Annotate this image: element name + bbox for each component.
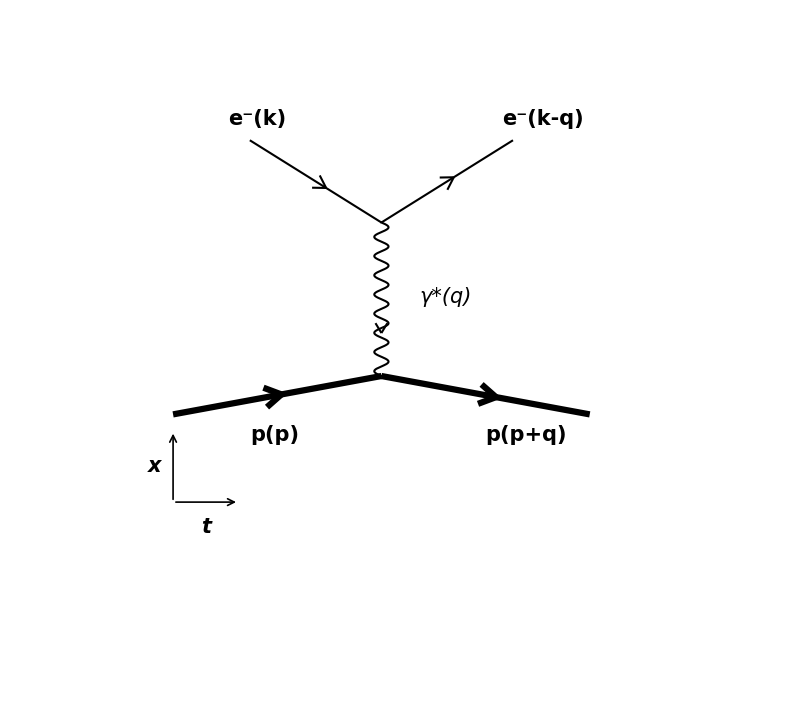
Text: p(p+q): p(p+q) [486,425,567,445]
Text: x: x [147,456,161,476]
Text: e⁻(k): e⁻(k) [228,110,286,130]
Text: p(p): p(p) [249,425,299,445]
Text: t: t [201,518,211,538]
Text: e⁻(k-q): e⁻(k-q) [502,110,584,130]
Text: γ*(q): γ*(q) [419,286,472,306]
